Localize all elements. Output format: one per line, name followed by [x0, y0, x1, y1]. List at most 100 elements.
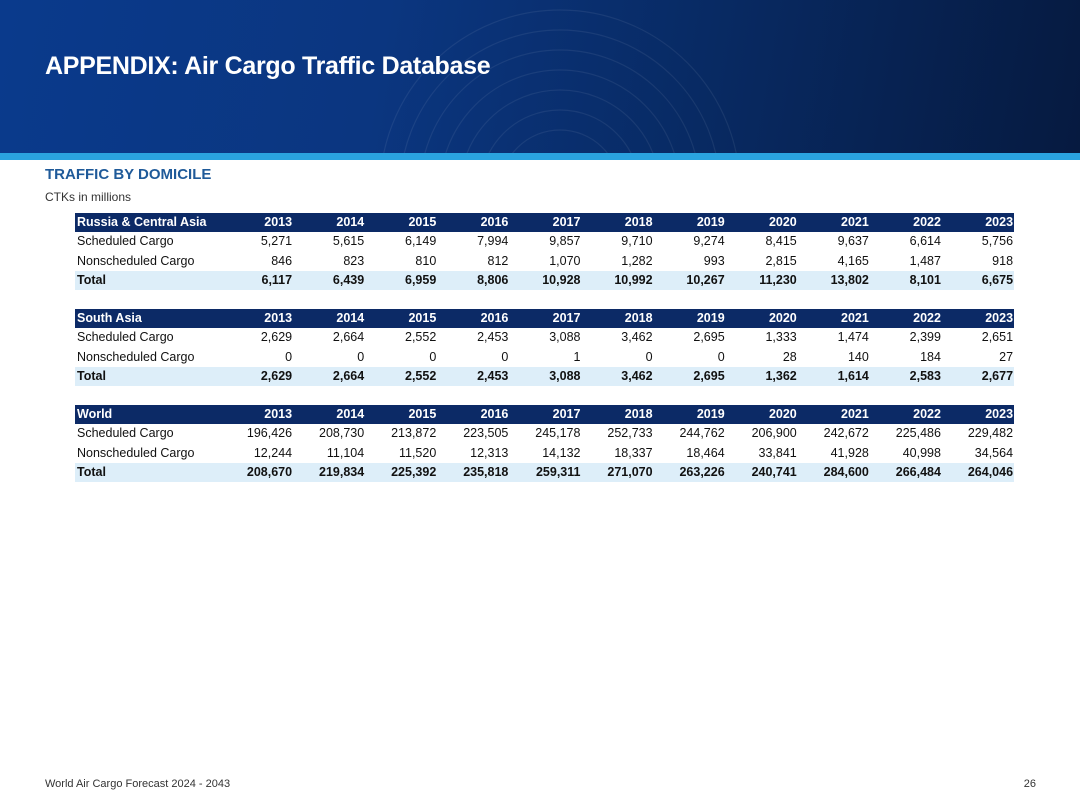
table-cell: 184 [920, 349, 941, 364]
table-cell: 242,672 [823, 426, 869, 441]
year-header: 2017 [509, 309, 582, 329]
year-header: 2018 [581, 213, 654, 233]
year-header: 2016 [437, 309, 510, 329]
table-cell: 11,104 [326, 445, 365, 460]
row-label: Scheduled Cargo [77, 426, 174, 441]
table-row: Nonscheduled Cargo 0 0 0 0 1 0 0 28 140 … [75, 348, 1014, 367]
table-cell: 2,815 [765, 253, 797, 268]
table-cell: 10,928 [509, 270, 582, 291]
table-cell: 10,992 [581, 270, 654, 291]
table-cell: 18,337 [614, 445, 653, 460]
table-row: Nonscheduled Cargo 846 823 810 812 1,070… [75, 252, 1014, 271]
table-cell: 5,756 [981, 234, 1014, 249]
table-cell: 1,474 [837, 330, 869, 345]
table-cell: 219,834 [293, 462, 366, 483]
page-title: APPENDIX: Air Cargo Traffic Database [45, 52, 491, 80]
table-cell: 208,670 [221, 462, 294, 483]
table-row: Nonscheduled Cargo 12,244 11,104 11,520 … [75, 444, 1014, 463]
table-cell: 252,733 [607, 426, 653, 441]
table-cell: 235,818 [437, 462, 510, 483]
region-header: Russia & Central Asia [75, 213, 221, 233]
table-cell: 33,841 [758, 445, 797, 460]
table-cell: 11,520 [398, 445, 437, 460]
year-header: 2023 [941, 213, 1015, 233]
table-cell: 0 [645, 349, 653, 364]
table-cell: 4,165 [837, 253, 869, 268]
table-cell: 9,710 [621, 234, 653, 249]
table-cell: 9,857 [549, 234, 581, 249]
year-header: 2019 [653, 309, 726, 329]
table-cell: 213,872 [391, 426, 437, 441]
table-cell: 3,088 [549, 330, 581, 345]
table-cell: 13,802 [797, 270, 870, 291]
table-cell: 2,399 [909, 330, 941, 345]
year-header: 2019 [653, 213, 726, 233]
table-cell: 9,637 [837, 234, 869, 249]
table-cell: 0 [501, 349, 509, 364]
table-cell: 12,244 [253, 445, 293, 460]
year-header: 2016 [437, 213, 510, 233]
table-cell: 2,695 [693, 330, 725, 345]
table-cell: 2,453 [477, 330, 509, 345]
year-header: 2022 [869, 405, 942, 425]
year-header: 2013 [221, 309, 294, 329]
table-cell: 3,088 [509, 366, 582, 387]
table-cell: 263,226 [653, 462, 726, 483]
table-cell: 1 [573, 349, 581, 364]
units-note: CTKs in millions [45, 190, 132, 204]
year-header: 2015 [365, 213, 438, 233]
table-cell: 1,333 [765, 330, 797, 345]
table-cell: 9,274 [693, 234, 725, 249]
year-header: 2013 [221, 213, 294, 233]
table-cell: 0 [357, 349, 365, 364]
year-header: 2014 [293, 405, 366, 425]
year-header: 2020 [725, 309, 798, 329]
table-cell: 823 [343, 253, 365, 268]
header-stripe [0, 153, 1080, 160]
table-cell: 1,487 [909, 253, 941, 268]
table-cell: 2,583 [869, 366, 942, 387]
year-header: 2021 [797, 309, 870, 329]
table-cell: 846 [271, 253, 293, 268]
table-cell: 1,362 [725, 366, 798, 387]
table-header-row: World 2013 2014 2015 2016 2017 2018 2019… [75, 405, 1015, 425]
table-row: Scheduled Cargo 5,271 5,615 6,149 7,994 … [75, 232, 1014, 251]
table-cell: 8,415 [765, 234, 797, 249]
section-title: TRAFFIC BY DOMICILE [45, 166, 212, 183]
table-cell: 3,462 [581, 366, 654, 387]
table-cell: 6,675 [941, 270, 1015, 291]
table-total-row: Total 6,117 6,439 6,959 8,806 10,928 10,… [75, 270, 1015, 291]
table-cell: 1,070 [549, 253, 581, 268]
table-cell: 2,453 [437, 366, 510, 387]
table-cell: 28 [782, 349, 797, 364]
year-header: 2015 [365, 405, 438, 425]
year-header: 2018 [581, 309, 654, 329]
row-label: Total [75, 462, 221, 483]
table-row: Scheduled Cargo 196,426 208,730 213,872 … [75, 424, 1014, 443]
year-header: 2017 [509, 213, 582, 233]
table-cell: 918 [992, 253, 1014, 268]
year-header: 2023 [941, 309, 1015, 329]
table-cell: 266,484 [869, 462, 942, 483]
row-label: Total [75, 270, 221, 291]
table-cell: 225,392 [365, 462, 438, 483]
year-header: 2023 [941, 405, 1015, 425]
year-header: 2022 [869, 309, 942, 329]
decorative-arcs [383, 9, 737, 153]
table-cell: 2,629 [221, 366, 294, 387]
year-header: 2014 [293, 213, 366, 233]
year-header: 2013 [221, 405, 294, 425]
table-cell: 27 [999, 349, 1014, 364]
table-russia-central-asia: Russia & Central Asia 2013 2014 2015 201… [75, 213, 1015, 291]
table-cell: 6,117 [221, 270, 294, 291]
row-label: Nonscheduled Cargo [77, 349, 195, 364]
table-cell: 284,600 [797, 462, 870, 483]
table-cell: 3,462 [621, 330, 653, 345]
table-cell: 240,741 [725, 462, 798, 483]
region-header: World [75, 405, 221, 425]
year-header: 2021 [797, 405, 870, 425]
table-cell: 12,313 [470, 445, 509, 460]
table-south-asia: South Asia 2013 2014 2015 2016 2017 2018… [75, 309, 1015, 387]
table-cell: 259,311 [509, 462, 582, 483]
table-cell: 0 [429, 349, 437, 364]
